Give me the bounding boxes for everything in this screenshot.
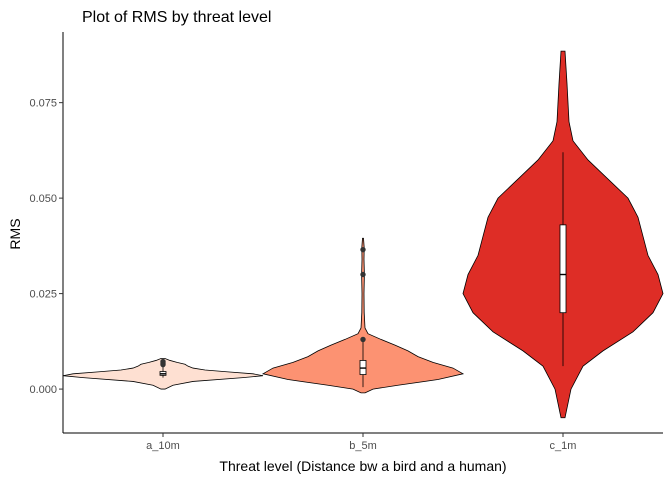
y-tick-label: 0.000 [29, 384, 57, 396]
x-tick-label: b_5m [349, 440, 377, 452]
box-c_1m [559, 224, 567, 314]
y-tick-label: 0.025 [29, 289, 57, 301]
x-tick-label: c_1m [550, 440, 577, 452]
y-tick-label: 0.050 [29, 193, 57, 205]
chart-title: Plot of RMS by threat level [82, 9, 271, 26]
y-axis: 0.000 0.025 0.050 0.075 [29, 32, 64, 433]
violin-group-a_10m [62, 358, 264, 390]
outlier-point [360, 271, 366, 278]
x-tick-label: a_10m [146, 440, 180, 452]
outlier-point [360, 336, 366, 343]
violin-group-b_5m [261, 237, 465, 394]
violin-group-c_1m [462, 50, 664, 419]
outlier-point [360, 246, 366, 253]
violin-b_5m [261, 237, 465, 394]
plot-area [62, 50, 664, 419]
x-axis: a_10m b_5m c_1m [63, 432, 663, 452]
outlier-point [160, 361, 166, 368]
x-axis-title: Threat level (Distance bw a bird and a h… [219, 458, 506, 474]
y-tick-label: 0.075 [29, 98, 57, 110]
y-axis-title: RMS [7, 218, 23, 249]
